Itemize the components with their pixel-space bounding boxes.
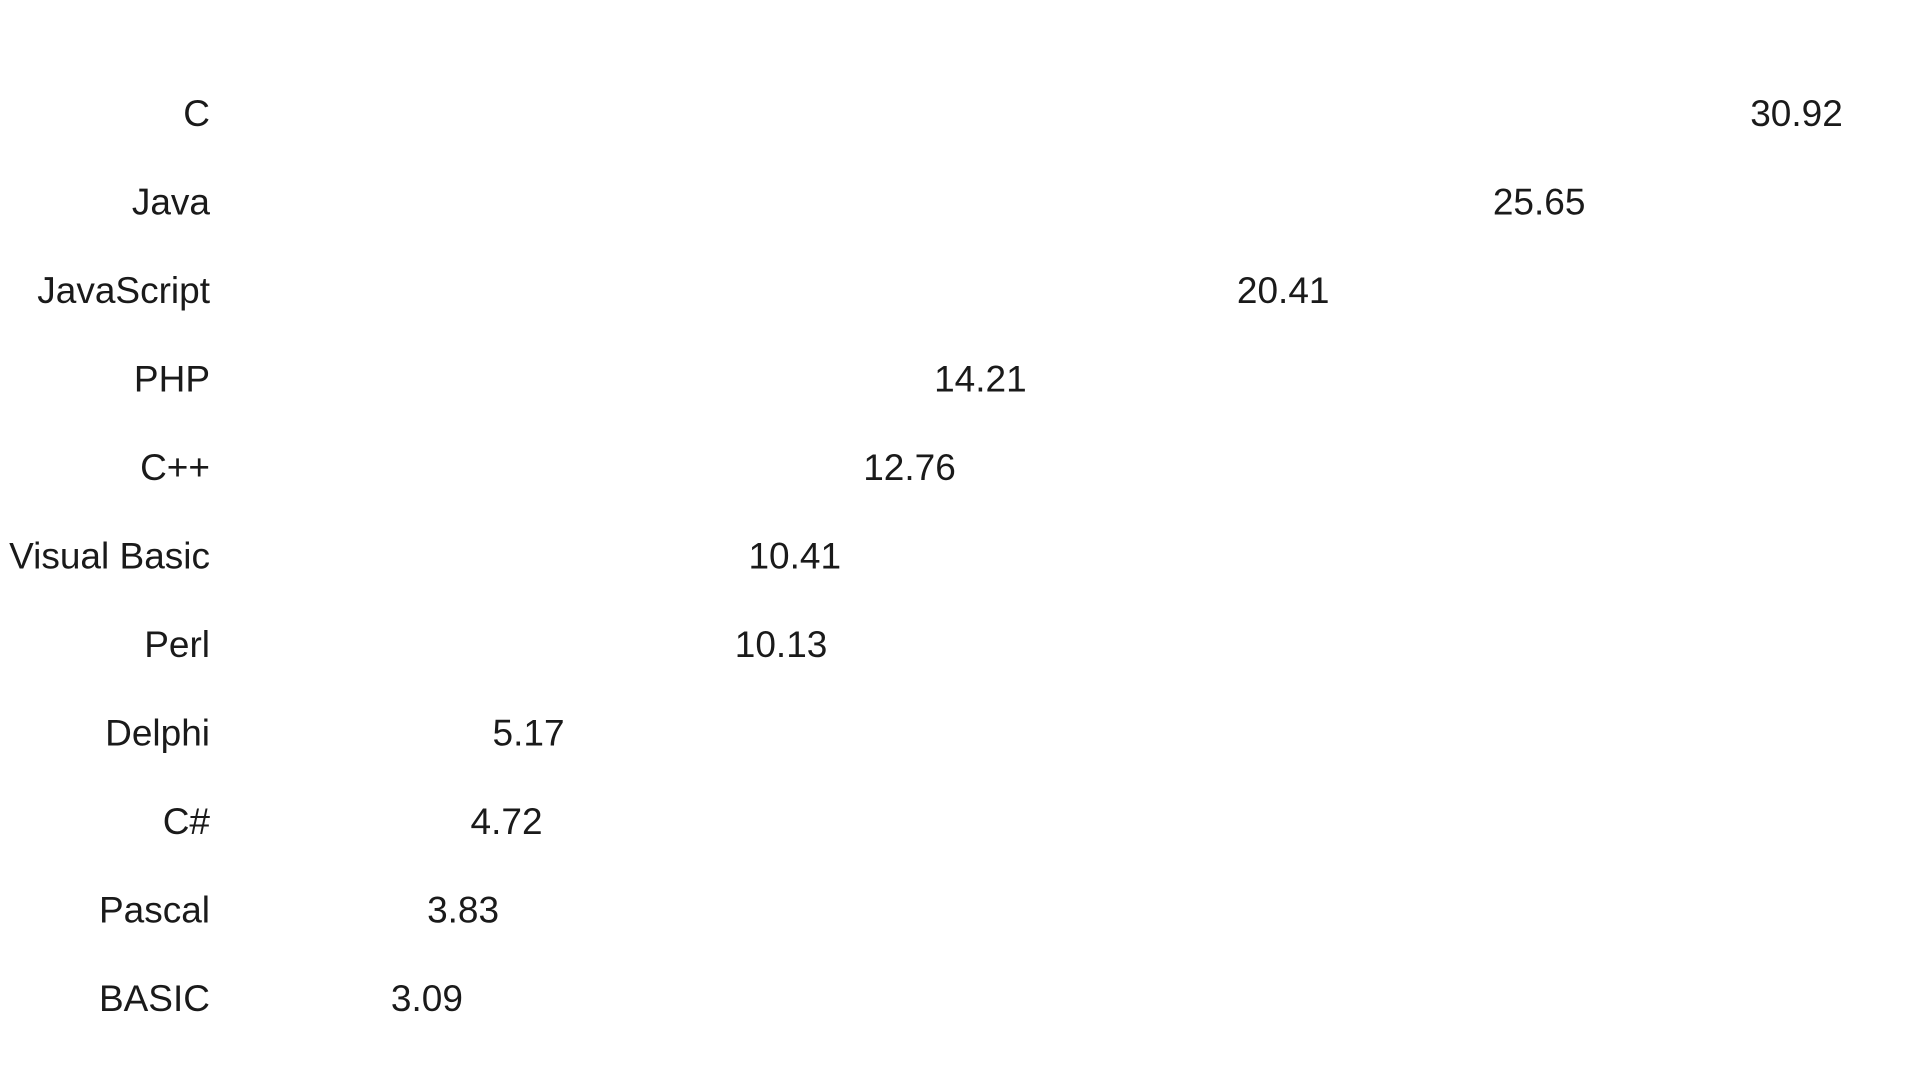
category-label: C (183, 93, 210, 134)
value-label: 3.09 (391, 978, 463, 1019)
bar (232, 174, 1485, 235)
value-label: 10.41 (748, 535, 841, 576)
category-label: C# (163, 801, 211, 842)
bar (232, 263, 1229, 323)
value-label: 3.83 (427, 889, 499, 930)
category-label: Perl (144, 624, 210, 665)
category-label: Pascal (99, 889, 210, 930)
bar (232, 617, 727, 677)
bar (232, 971, 383, 1031)
bar (232, 705, 485, 766)
category-label: JavaScript (37, 270, 210, 311)
category-label: Visual Basic (9, 535, 210, 576)
value-label: 14.21 (934, 358, 1027, 399)
category-label: Java (132, 181, 211, 222)
value-label: 10.13 (735, 624, 828, 665)
bar (232, 440, 856, 500)
bar (232, 794, 463, 854)
value-label: 5.17 (493, 712, 565, 753)
bar (232, 882, 420, 943)
bar (232, 86, 1743, 146)
category-label: Delphi (105, 712, 210, 753)
value-label: 25.65 (1493, 181, 1586, 222)
bar (232, 351, 927, 412)
value-label: 30.92 (1750, 93, 1843, 134)
bar (232, 528, 741, 589)
value-label: 4.72 (471, 801, 543, 842)
category-label: BASIC (99, 978, 210, 1019)
value-label: 12.76 (863, 447, 956, 488)
category-label: PHP (134, 358, 210, 399)
value-label: 20.41 (1237, 270, 1330, 311)
category-label: C++ (140, 447, 210, 488)
